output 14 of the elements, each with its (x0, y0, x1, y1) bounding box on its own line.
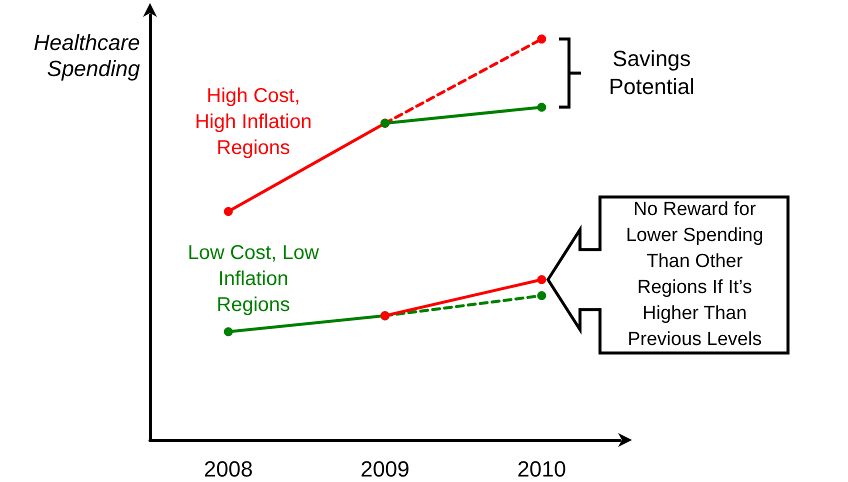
point (537, 275, 546, 284)
point (224, 327, 233, 336)
annotation: Savings Potential (608, 45, 696, 102)
x-tick-label: 2009 (360, 456, 410, 482)
y-axis-title: Healthcare Spending (32, 30, 140, 82)
series-label: Low Cost, Low Inflation Regions (186, 240, 320, 318)
text: No Reward for Lower Spending Than Other Regions If It’s Higher Than Previous Levels (624, 198, 764, 352)
x-tick-label: 2008 (204, 456, 253, 482)
point (224, 206, 233, 216)
point (537, 102, 546, 112)
x-tick-label: 2010 (517, 456, 566, 482)
series-label: High Cost, High Inflation Regions (194, 84, 313, 162)
point (537, 291, 546, 300)
point (537, 34, 546, 44)
